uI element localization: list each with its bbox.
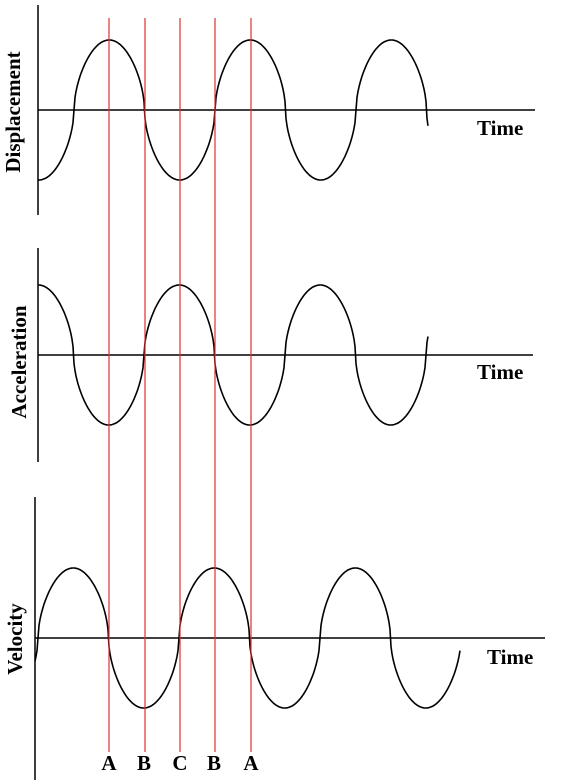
acceleration-panel: Acceleration Time <box>7 248 533 462</box>
marker-lines <box>108 18 252 752</box>
marker-label-2: B <box>137 751 151 775</box>
velocity-time-label: Time <box>487 645 533 669</box>
marker-label-3: C <box>172 751 187 775</box>
velocity-curve <box>34 567 461 709</box>
marker-label-5: A <box>243 751 259 775</box>
displacement-panel: Displacement Time <box>1 5 535 215</box>
displacement-axis-label: Displacement <box>1 51 25 172</box>
acceleration-curve <box>38 284 429 426</box>
displacement-curve <box>38 39 429 181</box>
acceleration-axis-label: Acceleration <box>7 305 31 418</box>
marker-label-1: A <box>101 751 117 775</box>
displacement-time-label: Time <box>477 116 523 140</box>
velocity-axis-label: Velocity <box>3 603 27 675</box>
marker-labels: A B C B A <box>101 751 259 775</box>
velocity-panel: Velocity Time <box>3 497 545 780</box>
marker-label-4: B <box>207 751 221 775</box>
acceleration-time-label: Time <box>477 360 523 384</box>
